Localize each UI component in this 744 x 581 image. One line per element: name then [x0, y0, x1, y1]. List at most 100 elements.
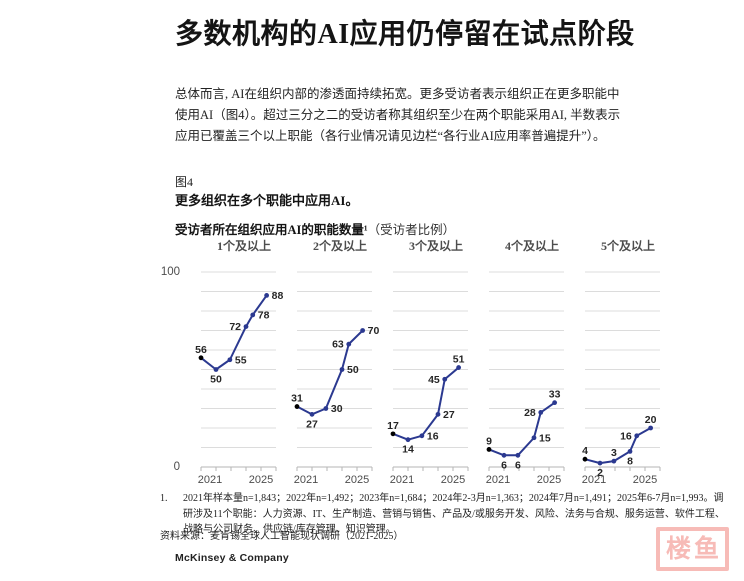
data-point	[627, 449, 633, 454]
data-point	[390, 431, 396, 437]
footnote: 1. 2021年样本量n=1,843；2022年n=1,492；2023年n=1…	[160, 491, 728, 538]
y-axis-min-label: 0	[173, 461, 180, 473]
data-point	[634, 433, 640, 439]
data-label: 28	[524, 407, 536, 419]
watermark-seal: 楼鱼	[656, 527, 729, 571]
data-label: 6	[515, 459, 521, 471]
data-label: 55	[235, 354, 247, 366]
panel-title: 1个及以上	[216, 239, 271, 253]
data-point	[323, 406, 329, 411]
y-axis-max-label: 100	[160, 266, 180, 278]
data-point	[648, 425, 654, 431]
x-tick-label: 2021	[582, 474, 606, 486]
mckinsey-logo: McKinsey & Company	[175, 552, 289, 564]
data-label: 31	[291, 393, 303, 405]
data-point	[435, 411, 441, 417]
data-point	[339, 367, 345, 372]
x-tick-label: 2025	[345, 474, 369, 486]
data-label: 16	[620, 430, 632, 442]
x-tick-label: 2025	[441, 474, 465, 486]
page-title: 多数机构的AI应用仍停留在试点阶段	[175, 19, 635, 50]
chart-title-unit: （受访者比例）	[367, 223, 456, 237]
data-point	[501, 452, 507, 458]
data-label: 88	[272, 290, 284, 302]
data-label: 3	[611, 447, 617, 459]
data-label: 33	[549, 389, 561, 401]
data-point	[456, 365, 462, 370]
data-label: 27	[306, 418, 318, 430]
data-point	[243, 324, 249, 329]
data-label: 20	[645, 414, 657, 426]
data-point	[538, 410, 544, 415]
figure-caption: 更多组织在多个职能中应用AI。	[175, 193, 359, 208]
data-label: 14	[402, 444, 414, 456]
trend-line	[296, 329, 364, 416]
data-label: 50	[210, 374, 222, 386]
data-label: 15	[539, 432, 551, 444]
x-tick-label: 2021	[390, 474, 414, 486]
data-point	[227, 357, 233, 363]
data-point	[597, 460, 603, 466]
chart-title: 受访者所在组织应用AI的职能数量¹（受访者比例）	[175, 219, 455, 238]
data-label: 56	[195, 344, 207, 356]
chart-title-main: 受访者所在组织应用AI的职能数量¹	[175, 223, 368, 237]
data-label: 6	[501, 459, 507, 471]
chart-panel: 3个及以上 2021 2025 17 14 16 27 45 51	[387, 238, 484, 488]
x-tick-label: 2021	[294, 474, 318, 486]
panel-title: 4个及以上	[504, 239, 559, 253]
data-label: 30	[331, 403, 343, 415]
data-point	[294, 404, 300, 409]
data-label: 51	[453, 354, 465, 366]
intro-paragraph: 总体而言, AI在组织内部的渗透面持续拓宽。更多受访者表示组织正在更多职能中使用…	[175, 87, 621, 143]
x-tick-label: 2025	[537, 474, 561, 486]
trend-line	[584, 427, 652, 465]
x-tick-label: 2025	[249, 474, 273, 486]
data-point	[419, 433, 425, 439]
data-point	[346, 341, 352, 347]
data-point	[442, 376, 448, 382]
chart-panel: 2个及以上 2021 2025 31 27 30 50 63 70	[291, 238, 388, 488]
data-label: 17	[387, 420, 399, 432]
x-tick-label: 2021	[198, 474, 222, 486]
data-label: 16	[427, 430, 439, 442]
data-point	[552, 400, 558, 406]
chart-panel: 4个及以上 2021 2025 9 6 6 15 28 33	[484, 238, 580, 488]
data-label: 50	[347, 364, 359, 376]
data-point	[486, 447, 492, 452]
data-label: 63	[332, 339, 344, 351]
chart-panel: 5个及以上 2021 2025 4 2 3 8 16 20	[580, 238, 676, 488]
source-line: 资料来源：麦肯锡全球人工智能现状调研（2021-2025）	[160, 531, 404, 542]
footnote-text: 2021年样本量n=1,843；2022年n=1,492；2023年n=1,68…	[183, 493, 725, 535]
panel-plot: 2021 2025 31 27 30 50 63 70	[291, 271, 380, 486]
trend-line	[200, 294, 268, 371]
data-point	[360, 328, 366, 333]
panel-title: 5个及以上	[600, 239, 655, 253]
panel-title: 3个及以上	[408, 239, 463, 253]
data-label: 2	[597, 467, 603, 479]
chart-panel: 1个及以上 2021 2025 56 50 55 72 78 88	[195, 238, 292, 488]
trend-line	[488, 401, 556, 457]
data-point	[405, 437, 411, 443]
chart-panels: 1个及以上 2021 2025 56 50 55 72 78 88 2个及以上 2021 2025 31…	[195, 238, 676, 488]
data-point	[250, 312, 256, 318]
data-point	[213, 367, 219, 372]
data-label: 27	[443, 409, 455, 421]
data-label: 9	[486, 435, 492, 447]
data-point	[264, 293, 270, 298]
data-point	[309, 411, 315, 417]
data-point	[611, 458, 617, 464]
data-point	[531, 435, 537, 441]
data-label: 78	[258, 309, 270, 321]
data-label: 70	[368, 325, 380, 337]
y-axis: 100 0	[150, 238, 196, 488]
data-label: 45	[428, 374, 440, 386]
footnote-marker: 1.	[160, 493, 168, 504]
data-label: 4	[582, 445, 588, 457]
figure-chart: 100 0 1个及以上 2021 2025 56 50 55 72 78 88 2个及以上 2021…	[150, 238, 676, 488]
trend-line	[392, 366, 460, 441]
